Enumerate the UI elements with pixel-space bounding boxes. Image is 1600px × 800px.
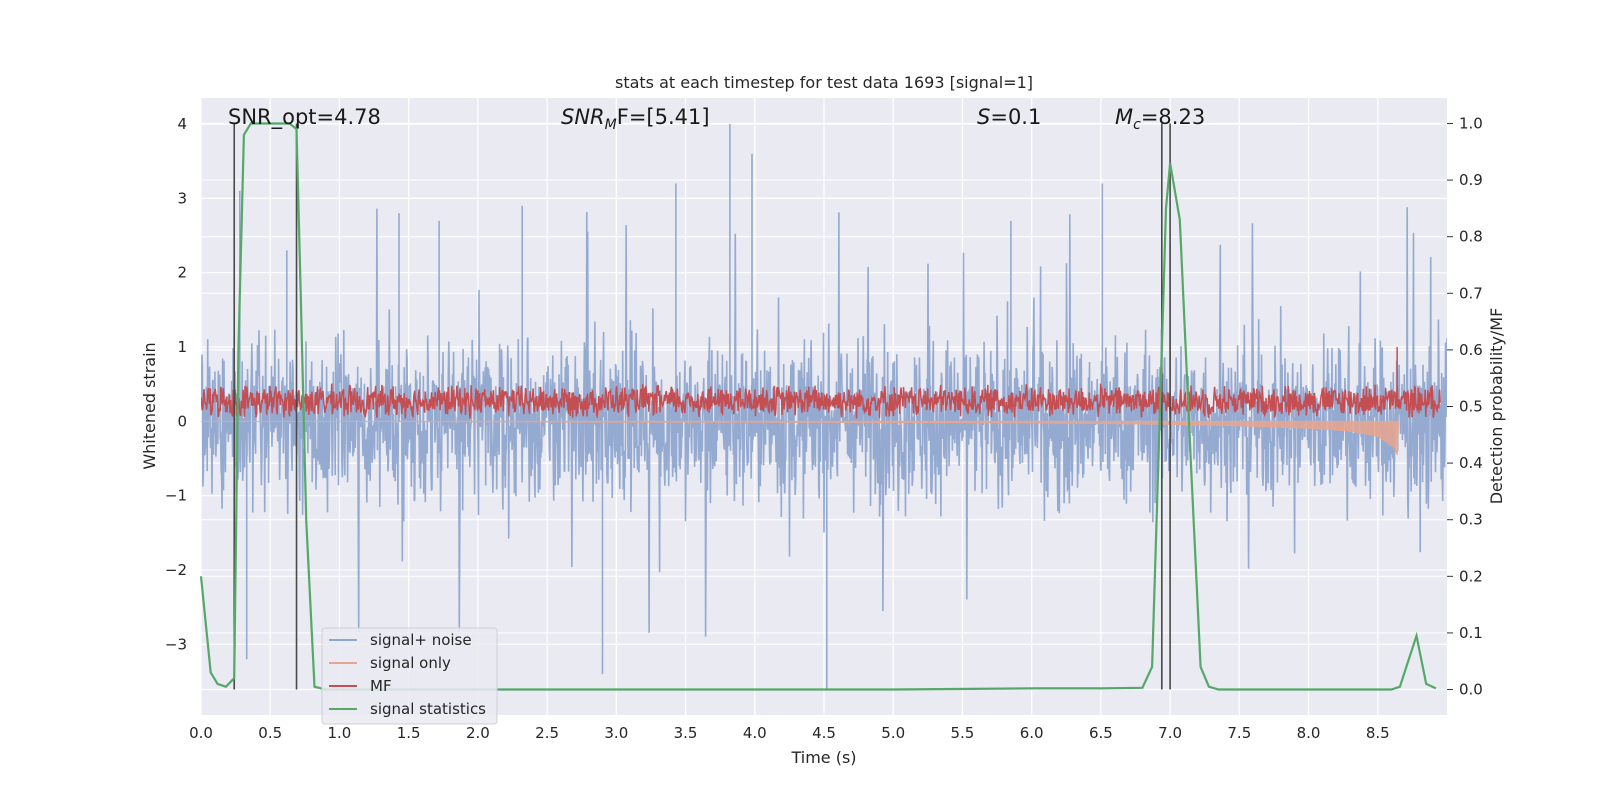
y-tick-label: 1: [177, 338, 187, 356]
x-tick-label: 0.0: [189, 724, 213, 742]
annotation-s: S=0.1: [977, 105, 1041, 129]
y-right-tick-label: 0.3: [1459, 511, 1483, 529]
annotation-mc-sub: c: [1133, 117, 1141, 133]
y-tick-label: 0: [177, 412, 187, 430]
x-tick-label: 7.0: [1158, 724, 1182, 742]
x-axis-label: Time (s): [790, 748, 856, 767]
annotation-mc-rest: =8.23: [1141, 105, 1205, 129]
x-tick-label: 7.5: [1227, 724, 1251, 742]
annotation-s-rest: =0.1: [990, 105, 1041, 129]
y-tick-label: 4: [177, 115, 187, 133]
legend: signal+ noise signal only MF signal stat…: [321, 627, 498, 725]
legend-box: [321, 627, 498, 725]
x-tick-label: 4.0: [743, 724, 767, 742]
y-tick-label: 2: [177, 264, 187, 282]
y-right-tick-label: 0.7: [1459, 284, 1483, 302]
y-right-tick-label: 0.6: [1459, 341, 1483, 359]
legend-label-signal-noise: signal+ noise: [370, 631, 472, 649]
vertical-markers: [199, 122, 1437, 691]
y-right-tick-label: 0.2: [1459, 567, 1483, 585]
y-right-tick-label: 0.8: [1459, 228, 1483, 246]
annotation-mc: Mc=8.23: [1115, 105, 1205, 133]
annotation-s-main: S: [977, 105, 990, 129]
annotation-snr-mf-rest: F=[5.41]: [617, 105, 710, 129]
x-tick-label: 8.0: [1297, 724, 1321, 742]
legend-label-mf: MF: [370, 677, 392, 695]
legend-label-signal-statistics: signal statistics: [370, 700, 486, 718]
y-axis-label-right: Detection probability/MF: [1487, 308, 1506, 505]
x-tick-label: 4.5: [812, 724, 836, 742]
annotation-mc-main: M: [1115, 105, 1133, 129]
series-signal-statistics: [199, 122, 1437, 691]
annotation-snr-mf-sub: M: [605, 117, 617, 133]
x-tick-label: 0.5: [258, 724, 282, 742]
x-tick-label: 5.5: [951, 724, 975, 742]
x-tick-label: 2.0: [466, 724, 490, 742]
y-tick-label: −1: [165, 487, 187, 505]
y-right-tick-label: 0.4: [1459, 454, 1483, 472]
y-right-tick-label: 0.5: [1459, 398, 1483, 416]
x-tick-label: 2.5: [535, 724, 559, 742]
y-right-tick-label: 0.1: [1459, 624, 1483, 642]
y-right-tick-label: 0.9: [1459, 171, 1483, 189]
annotation-snr-mf-main: SNR: [561, 105, 605, 129]
legend-label-signal-only: signal only: [370, 654, 451, 672]
x-tick-label: 1.0: [328, 724, 352, 742]
x-tick-label: 6.0: [1020, 724, 1044, 742]
x-tick-label: 1.5: [397, 724, 421, 742]
x-tick-label: 5.0: [881, 724, 905, 742]
x-tick-label: 6.5: [1089, 724, 1113, 742]
y-tick-label: 3: [177, 189, 187, 207]
y-axis-label: Whitened strain: [140, 342, 159, 469]
y-tick-label: −3: [165, 635, 187, 653]
x-tick-label: 8.5: [1366, 724, 1390, 742]
series-signal-only: [201, 420, 1399, 455]
series-mf: [201, 347, 1441, 419]
x-tick-label: 3.0: [604, 724, 628, 742]
annotation-snr-opt: SNR_opt=4.78: [228, 105, 381, 130]
y-right-tick-label: 1.0: [1459, 114, 1483, 132]
chart-title: stats at each timestep for test data 169…: [615, 73, 1033, 92]
annotation-snr-mf: SNRMF=[5.41]: [561, 105, 710, 133]
y-tick-label: −2: [165, 561, 187, 579]
axes: 0.0 0.5 1.0 1.5 2.0 2.5 3.0 3.5 4.0 4.5 5.0 5.5 6.0 6…: [165, 114, 1483, 742]
y-right-tick-label: 0.0: [1459, 681, 1483, 699]
x-tick-label: 3.5: [674, 724, 698, 742]
